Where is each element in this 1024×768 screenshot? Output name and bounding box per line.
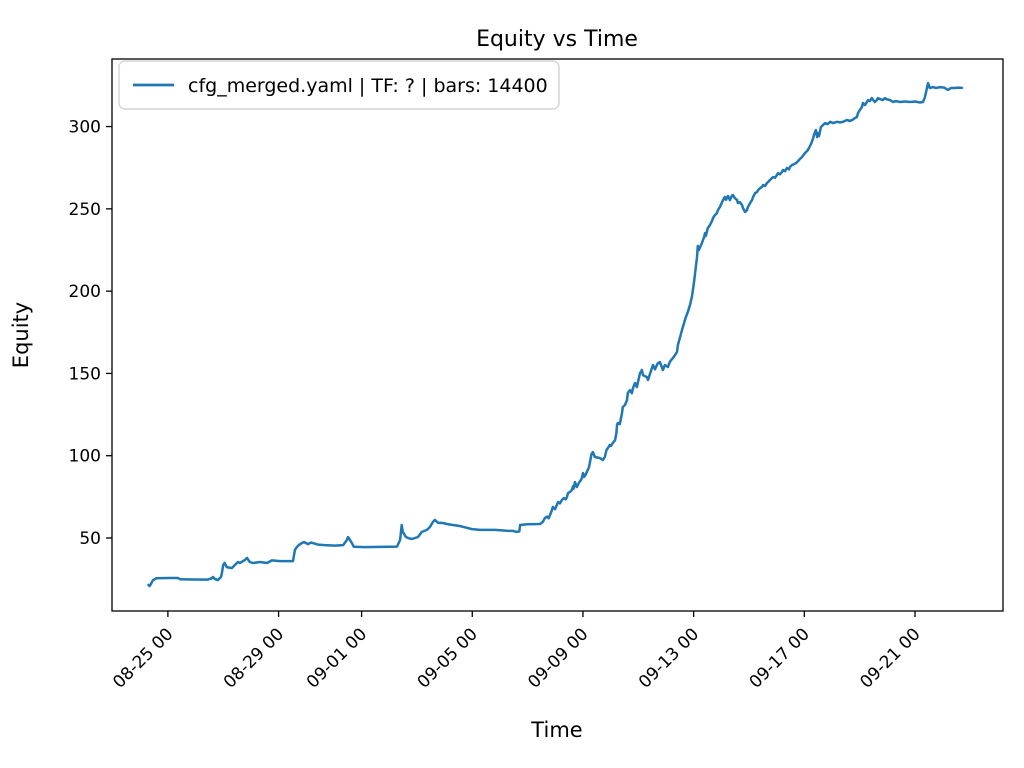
y-tick-label: 300 <box>69 118 101 138</box>
y-tick-label: 200 <box>69 282 101 302</box>
plot-area <box>111 58 1004 612</box>
x-tick-label: 09-17 00 <box>746 624 814 692</box>
x-axis-label: Time <box>530 718 582 742</box>
legend-box <box>118 60 560 110</box>
x-tick-label: 09-13 00 <box>635 624 703 692</box>
x-tick-label: 09-05 00 <box>414 624 482 692</box>
y-tick-label: 250 <box>69 200 101 220</box>
legend-label: cfg_merged.yaml | TF: ? | bars: 14400 <box>188 75 548 97</box>
x-tick-label: 09-01 00 <box>303 624 371 692</box>
x-tick-label: 08-25 00 <box>109 624 177 692</box>
y-axis-label: Equity <box>9 302 33 368</box>
x-tick-label: 08-29 00 <box>220 624 288 692</box>
chart-title: Equity vs Time <box>476 27 638 52</box>
x-axis-ticks: 08-25 00 08-29 00 09-01 00 09-05 00 09-09 00… <box>109 611 925 693</box>
legend: cfg_merged.yaml | TF: ? | bars: 14400 <box>118 60 560 110</box>
y-tick-label: 150 <box>69 364 101 384</box>
equity-line <box>147 81 964 588</box>
x-tick-label: 09-21 00 <box>856 624 924 692</box>
y-tick-label: 100 <box>69 447 101 467</box>
x-tick-label: 09-09 00 <box>524 624 592 692</box>
y-tick-label: 50 <box>79 529 101 549</box>
y-axis-ticks: 50 100 150 200 250 300 <box>69 118 112 549</box>
